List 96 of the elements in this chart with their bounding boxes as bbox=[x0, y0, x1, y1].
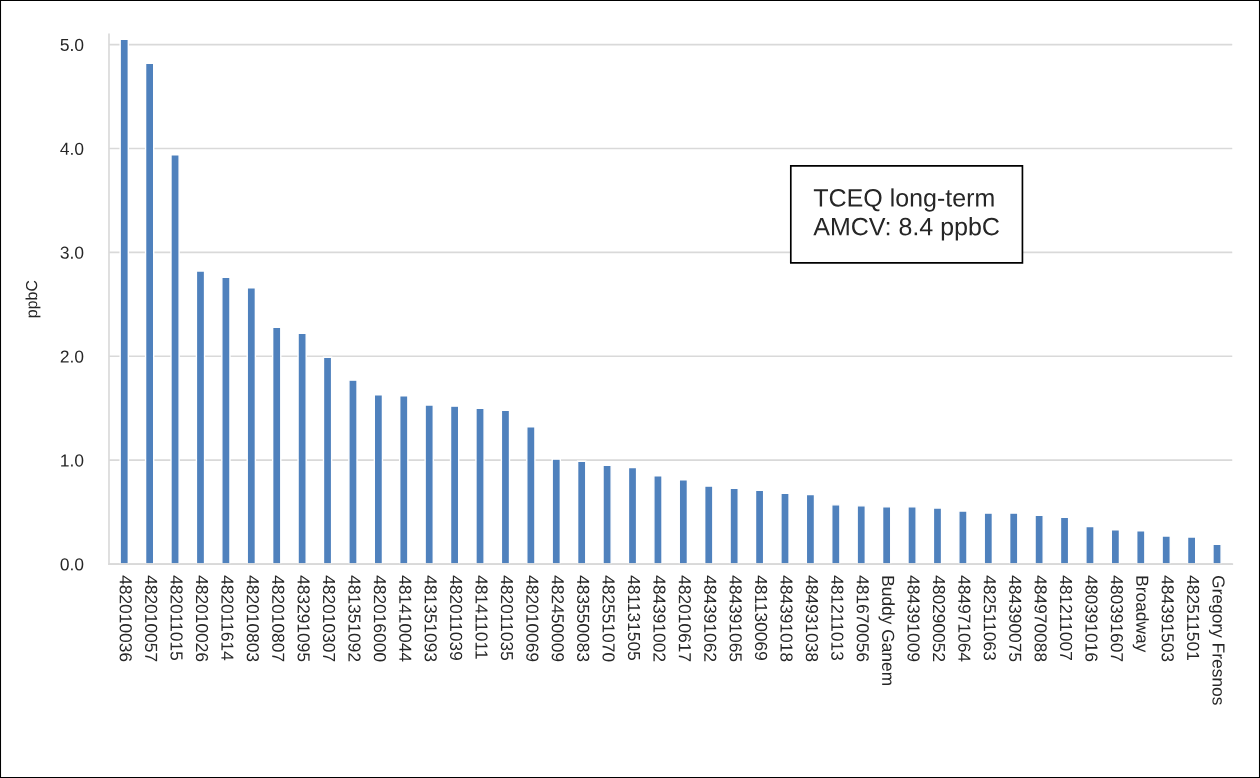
bar bbox=[322, 356, 333, 565]
bar bbox=[119, 38, 129, 565]
bar bbox=[856, 505, 866, 565]
bar bbox=[932, 507, 943, 565]
bar bbox=[576, 460, 587, 565]
bar bbox=[271, 326, 282, 565]
x-tick-label: 482011614 bbox=[221, 575, 234, 661]
annotation: TCEQ long-term AMCV: 8.4 ppbC bbox=[813, 188, 999, 241]
bar bbox=[627, 466, 638, 565]
bar bbox=[881, 506, 892, 565]
x-tick-label: 484391009 bbox=[907, 575, 920, 662]
x-tick-label: 483291095 bbox=[297, 575, 310, 662]
x-tick-label: 482511063 bbox=[983, 575, 996, 661]
x-tick-label: 484391062 bbox=[704, 575, 717, 662]
x-tick-label: 481131505 bbox=[627, 575, 641, 661]
bar bbox=[653, 475, 663, 565]
bar bbox=[551, 458, 562, 565]
bar bbox=[703, 485, 714, 565]
x-tick-label: 480290052 bbox=[932, 575, 946, 662]
bar bbox=[399, 395, 409, 565]
bar bbox=[983, 512, 994, 565]
y-tick-label: 0.0 bbox=[60, 558, 84, 571]
bar bbox=[1059, 516, 1070, 565]
bar bbox=[780, 492, 790, 565]
x-tick-label: 484391503 bbox=[1161, 575, 1174, 662]
bar bbox=[1186, 536, 1197, 565]
x-tick-label: 482450009 bbox=[551, 575, 564, 662]
x-tick-label: 482011035 bbox=[500, 575, 514, 661]
bar bbox=[907, 506, 917, 565]
x-tick-label: 482011015 bbox=[170, 575, 183, 661]
bar bbox=[602, 464, 612, 565]
x-tick-label: 484390075 bbox=[1009, 575, 1022, 662]
y-tick-label: 2.0 bbox=[60, 350, 84, 363]
x-tick-label: 484391018 bbox=[780, 575, 793, 662]
x-tick-label: 484970088 bbox=[1034, 575, 1047, 662]
bar bbox=[500, 409, 511, 565]
bar bbox=[1034, 514, 1044, 565]
x-tick-label: 482010617 bbox=[678, 575, 691, 662]
x-tick-label: 482010026 bbox=[195, 575, 209, 662]
x-tick-label: 481351093 bbox=[424, 575, 437, 662]
bar bbox=[297, 332, 307, 565]
y-tick-label: 3.0 bbox=[60, 246, 84, 259]
bar bbox=[348, 379, 358, 565]
x-tick-label: 481211007 bbox=[1059, 575, 1073, 660]
bar bbox=[1161, 535, 1171, 565]
x-tick-label: 481351092 bbox=[348, 575, 361, 662]
x-tick-label: 484931038 bbox=[805, 575, 819, 662]
bar bbox=[170, 154, 180, 565]
bar bbox=[1110, 529, 1121, 565]
bar bbox=[754, 489, 765, 565]
x-tick-label: 480391607 bbox=[1110, 575, 1124, 662]
x-tick-label: Buddy Ganem bbox=[878, 576, 895, 685]
x-tick-label: 482010069 bbox=[526, 575, 539, 662]
y-axis-title: ppbC bbox=[25, 280, 41, 318]
bar bbox=[831, 504, 841, 565]
x-tick-label: 482016000 bbox=[373, 575, 387, 662]
x-tick-label: 481130069 bbox=[754, 575, 768, 660]
x-tick-label: 481670056 bbox=[856, 575, 869, 662]
bar bbox=[373, 394, 384, 565]
x-tick-label: 481211013 bbox=[831, 575, 844, 661]
x-tick-label: 484971064 bbox=[958, 575, 971, 662]
x-tick-label: 482511501 bbox=[1186, 575, 1200, 660]
bar bbox=[1136, 530, 1146, 565]
bar bbox=[195, 270, 206, 565]
x-tick-label: 484391065 bbox=[729, 575, 742, 662]
bar bbox=[475, 407, 485, 565]
bar bbox=[1008, 512, 1019, 565]
bar bbox=[1085, 525, 1095, 565]
x-tick-label: 482010807 bbox=[272, 575, 285, 662]
y-tick-label: 1.0 bbox=[61, 454, 84, 467]
bar bbox=[1212, 543, 1222, 565]
bar bbox=[144, 62, 155, 565]
x-tick-label: 482010057 bbox=[144, 575, 158, 662]
bar bbox=[449, 405, 460, 565]
bar bbox=[678, 479, 689, 565]
x-tick-label: 482010036 bbox=[119, 575, 132, 662]
x-tick-label: 482010307 bbox=[322, 575, 336, 662]
bar bbox=[221, 276, 231, 565]
x-tick-label: 481411011 bbox=[475, 575, 488, 659]
y-tick-label: 4.0 bbox=[60, 142, 84, 155]
bar bbox=[805, 493, 816, 565]
x-tick-label: 480391016 bbox=[1085, 575, 1098, 662]
bar bbox=[424, 404, 434, 565]
x-tick-label: 482010803 bbox=[246, 575, 259, 662]
x-tick-label: 482551070 bbox=[602, 575, 615, 662]
x-tick-label: 481410044 bbox=[399, 575, 412, 662]
y-tick-label: 5.0 bbox=[60, 38, 84, 52]
x-tick-label: 483550083 bbox=[577, 575, 590, 662]
bar bbox=[958, 510, 968, 565]
x-tick-label: 482011039 bbox=[449, 575, 463, 660]
bar bbox=[526, 426, 536, 565]
x-tick-label: 484391002 bbox=[653, 575, 666, 662]
bar bbox=[246, 287, 257, 565]
x-tick-label: Broadway bbox=[1132, 576, 1149, 653]
x-tick-label: Gregory Fresnos bbox=[1208, 576, 1225, 705]
bar bbox=[729, 487, 739, 565]
